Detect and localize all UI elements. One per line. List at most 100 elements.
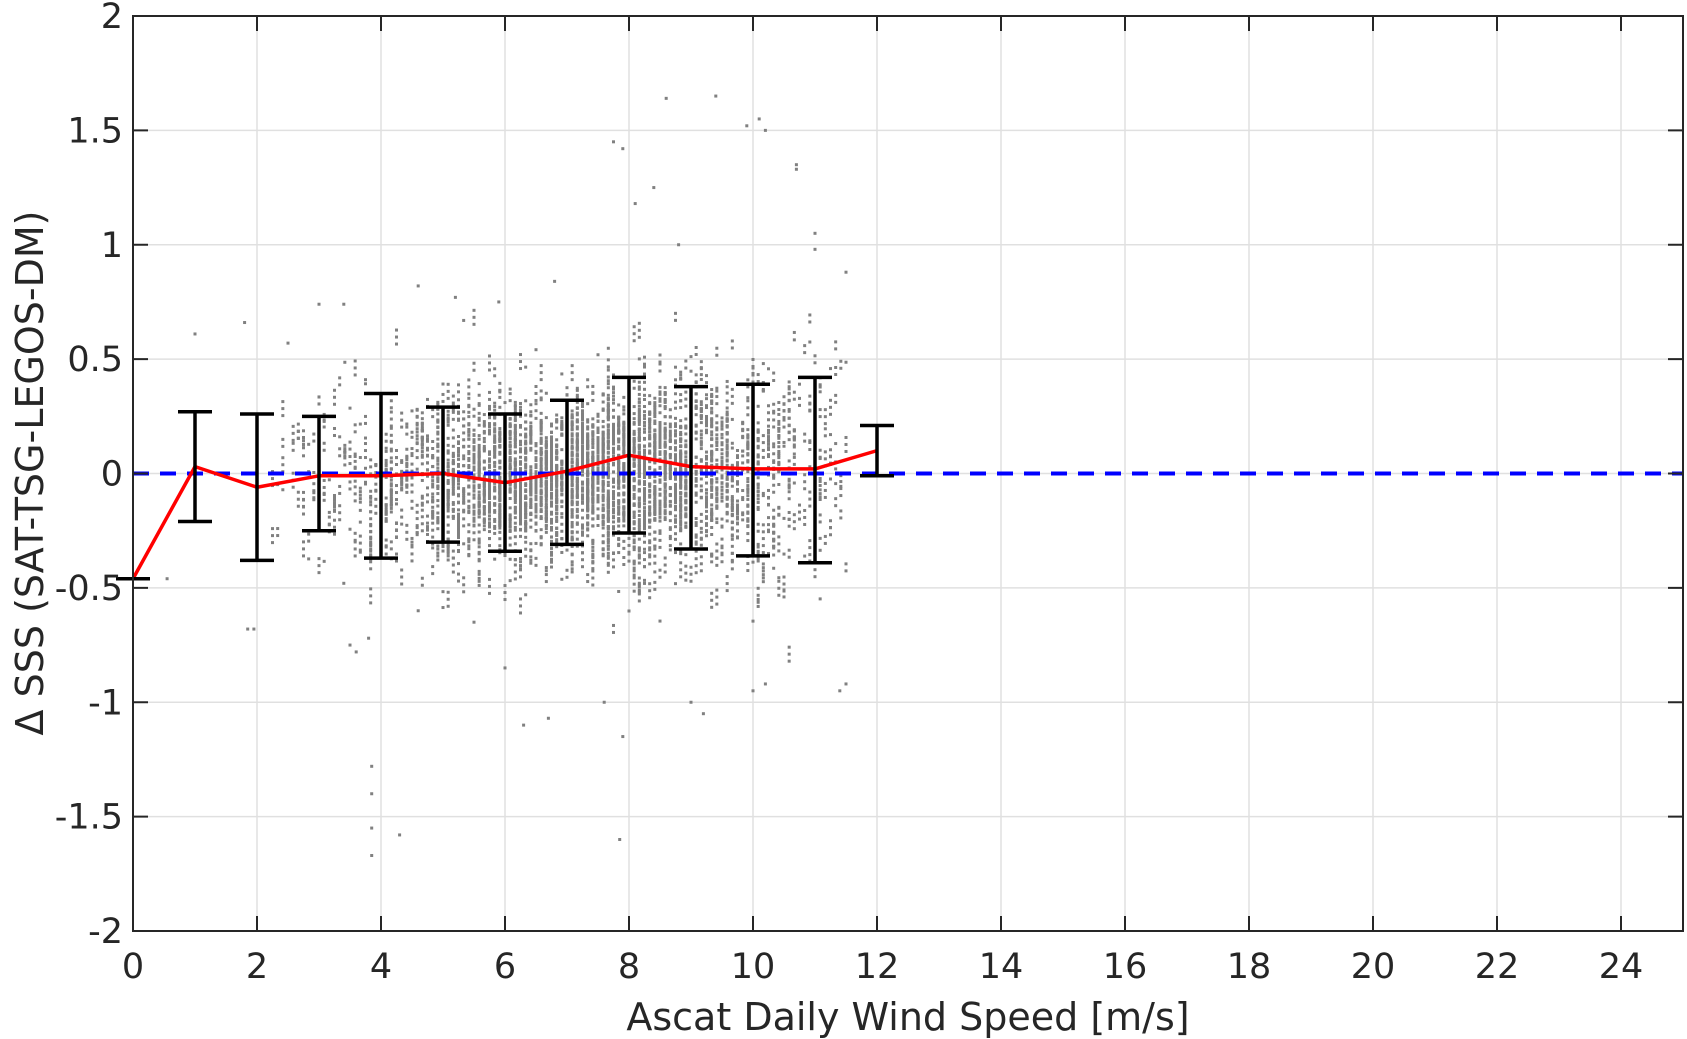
- scatter-point: [539, 439, 543, 443]
- scatter-point: [354, 650, 358, 654]
- scatter-point: [550, 495, 553, 499]
- scatter-point: [818, 495, 822, 499]
- scatter-point: [482, 484, 486, 488]
- scatter-point: [679, 512, 683, 516]
- scatter-point: [302, 439, 305, 443]
- scatter-point: [570, 487, 574, 491]
- scatter-point: [679, 499, 683, 503]
- scatter-point: [648, 520, 652, 524]
- scatter-point: [358, 541, 362, 545]
- scatter-point: [606, 493, 610, 497]
- scatter-point: [643, 380, 646, 384]
- scatter-point: [684, 494, 688, 498]
- scatter-point: [431, 495, 435, 499]
- scatter-point: [606, 512, 610, 516]
- scatter-point: [348, 480, 352, 484]
- scatter-point: [581, 427, 584, 431]
- scatter-point: [534, 494, 538, 498]
- scatter-point: [451, 489, 455, 493]
- scatter-point: [658, 385, 662, 389]
- scatter-point: [420, 501, 424, 505]
- scatter-point: [787, 407, 791, 411]
- scatter-point: [581, 488, 584, 492]
- scatter-point: [596, 414, 600, 418]
- scatter-point: [715, 458, 719, 462]
- scatter-point: [746, 511, 750, 515]
- scatter-point: [477, 579, 481, 583]
- scatter-point: [395, 502, 398, 506]
- scatter-point: [534, 463, 538, 467]
- scatter-point: [353, 485, 357, 489]
- scatter-point: [436, 558, 440, 562]
- scatter-point: [756, 482, 760, 486]
- scatter-point: [291, 485, 295, 489]
- scatter-point: [477, 393, 481, 397]
- scatter-point: [529, 434, 533, 438]
- scatter-point: [493, 439, 497, 443]
- scatter-point: [436, 432, 440, 436]
- scatter-point: [472, 505, 476, 509]
- scatter-point: [570, 512, 574, 516]
- scatter-point: [643, 437, 646, 441]
- scatter-point: [694, 477, 698, 481]
- scatter-point: [529, 497, 533, 501]
- scatter-point: [606, 476, 610, 480]
- scatter-point: [348, 447, 352, 451]
- scatter-point: [699, 495, 703, 499]
- scatter-point: [829, 367, 832, 371]
- scatter-point: [767, 431, 770, 435]
- scatter-point: [622, 514, 626, 518]
- scatter-point: [839, 366, 843, 370]
- scatter-point: [643, 449, 646, 453]
- scatter-point: [498, 459, 502, 463]
- scatter-point: [555, 531, 559, 535]
- scatter-point: [508, 399, 512, 403]
- scatter-point: [792, 462, 796, 466]
- scatter-point: [508, 466, 512, 470]
- scatter-point: [513, 468, 517, 472]
- scatter-point: [477, 459, 481, 463]
- scatter-point: [431, 565, 435, 569]
- scatter-point: [534, 522, 538, 526]
- scatter-point: [575, 537, 579, 541]
- scatter-point: [493, 408, 497, 412]
- scatter-point: [834, 482, 838, 486]
- scatter-point: [720, 441, 724, 445]
- scatter-point: [446, 509, 450, 513]
- scatter-point: [829, 398, 832, 402]
- scatter-point: [679, 514, 683, 518]
- scatter-point: [617, 507, 621, 511]
- scatter-point: [544, 446, 548, 450]
- scatter-point: [632, 379, 636, 383]
- scatter-point: [679, 460, 683, 464]
- scatter-point: [534, 487, 538, 491]
- scatter-point: [612, 525, 615, 529]
- scatter-point: [451, 408, 455, 412]
- scatter-point: [777, 427, 781, 431]
- scatter-point: [246, 627, 250, 631]
- scatter-point: [653, 439, 657, 443]
- scatter-point: [457, 525, 460, 529]
- scatter-point: [291, 448, 295, 452]
- scatter-point: [581, 486, 584, 490]
- scatter-point: [493, 557, 497, 561]
- scatter-point: [632, 456, 636, 460]
- scatter-point: [710, 463, 714, 467]
- scatter-point: [606, 466, 610, 470]
- scatter-point: [637, 438, 641, 442]
- scatter-point: [338, 504, 342, 508]
- scatter-point: [498, 395, 502, 399]
- scatter-point: [431, 482, 435, 486]
- scatter-point: [648, 512, 652, 516]
- scatter-point: [477, 500, 481, 504]
- scatter-point: [777, 408, 781, 412]
- scatter-point: [643, 427, 646, 431]
- scatter-point: [555, 497, 559, 501]
- scatter-point: [364, 449, 367, 453]
- scatter-point: [529, 410, 533, 414]
- scatter-point: [482, 508, 486, 512]
- scatter-point: [741, 498, 745, 502]
- scatter-point: [658, 619, 662, 623]
- scatter-point: [653, 554, 657, 558]
- scatter-point: [493, 438, 497, 442]
